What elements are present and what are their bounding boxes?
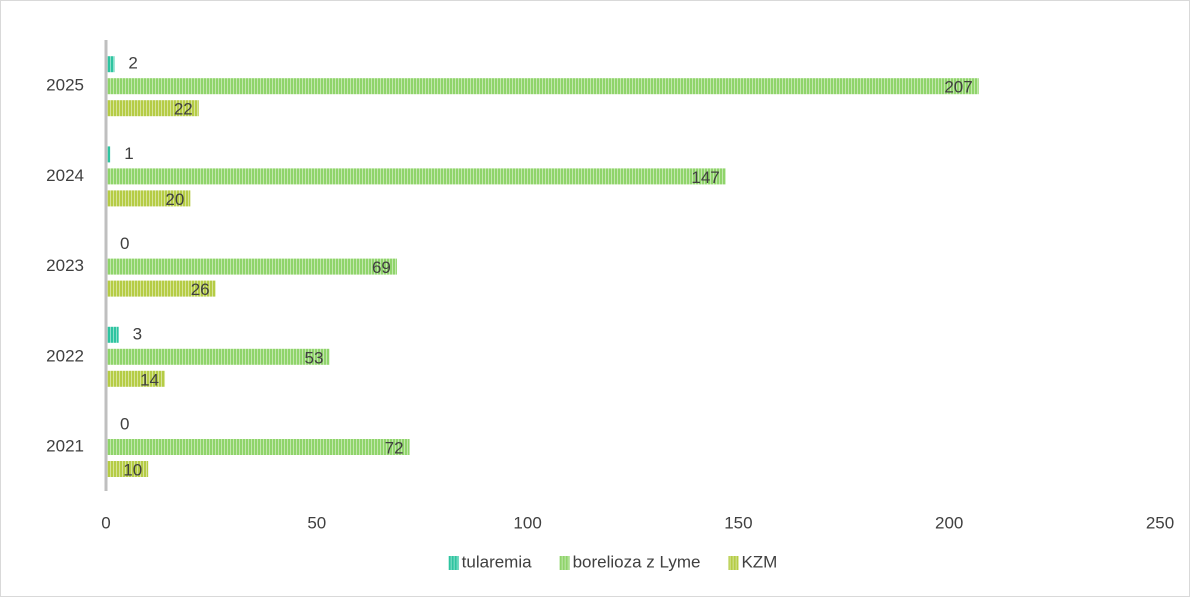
data-label: 22 — [174, 100, 193, 119]
x-tick-label: 200 — [935, 513, 963, 532]
data-label: 14 — [140, 370, 159, 389]
data-label: 0 — [120, 234, 129, 253]
bar — [106, 370, 166, 387]
y-tick-label: 2024 — [46, 166, 84, 185]
x-tick-label: 0 — [101, 513, 110, 532]
bar — [106, 146, 111, 163]
data-label: 207 — [944, 78, 972, 97]
data-label: 26 — [191, 280, 210, 299]
bar — [106, 56, 115, 73]
legend-marker — [728, 556, 739, 570]
bar — [106, 78, 979, 95]
x-tick-label: 250 — [1146, 513, 1174, 532]
bar — [106, 100, 199, 117]
x-tick-label: 50 — [307, 513, 326, 532]
x-tick-label: 100 — [513, 513, 541, 532]
legend: tularemia borelioza z Lyme KZM — [448, 552, 777, 571]
y-tick-label: 2021 — [46, 436, 84, 455]
data-label: 147 — [691, 168, 719, 187]
data-label: 20 — [165, 190, 184, 209]
legend-marker — [448, 556, 459, 570]
bar — [106, 439, 410, 455]
bar — [106, 168, 726, 185]
data-label: 2 — [128, 54, 137, 73]
data-label: 10 — [123, 460, 142, 479]
y-tick-label: 2025 — [46, 76, 84, 95]
data-label: 0 — [120, 414, 129, 433]
data-label: 53 — [305, 348, 324, 367]
bar — [106, 280, 216, 297]
legend-marker — [559, 556, 570, 570]
data-label: 1 — [124, 144, 133, 163]
data-label: 3 — [133, 324, 142, 343]
y-tick-label: 2022 — [46, 346, 84, 365]
x-tick-label: 150 — [724, 513, 752, 532]
bar — [106, 348, 330, 365]
legend-label: borelioza z Lyme — [573, 552, 701, 571]
bar — [106, 190, 191, 207]
bar — [106, 258, 397, 275]
legend-label: KZM — [741, 552, 777, 571]
y-tick-label: 2023 — [46, 256, 84, 275]
data-label: 72 — [385, 438, 404, 457]
legend-label: tularemia — [462, 552, 532, 571]
bar — [106, 326, 119, 343]
data-label: 69 — [372, 258, 391, 277]
bar — [106, 461, 149, 477]
